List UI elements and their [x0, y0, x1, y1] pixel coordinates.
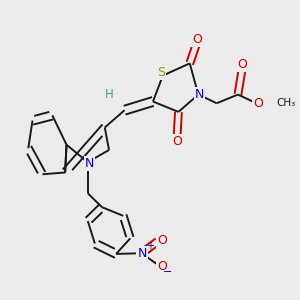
- Text: N: N: [195, 88, 204, 101]
- Text: H: H: [105, 88, 113, 101]
- Text: +: +: [146, 241, 154, 250]
- Text: N: N: [85, 158, 94, 170]
- Text: O: O: [253, 97, 263, 110]
- Text: S: S: [158, 66, 165, 79]
- Text: CH₃: CH₃: [276, 98, 296, 108]
- Text: O: O: [172, 135, 182, 148]
- Text: O: O: [192, 33, 202, 46]
- Text: O: O: [158, 260, 167, 272]
- Text: O: O: [237, 58, 247, 71]
- Text: O: O: [158, 234, 167, 247]
- Text: −: −: [163, 267, 172, 277]
- Text: N: N: [137, 247, 147, 260]
